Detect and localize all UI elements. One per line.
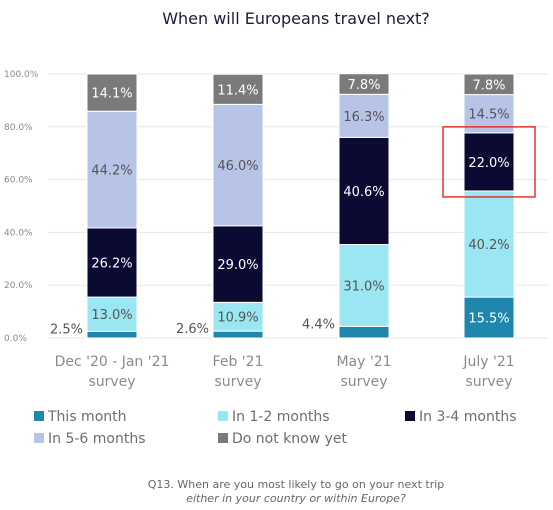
footnote: Q13. When are you most likely to go on y… <box>148 478 445 505</box>
bar-segment <box>212 225 264 303</box>
bars <box>86 73 515 339</box>
legend-swatch <box>218 433 228 443</box>
data-label: 40.2% <box>468 238 509 253</box>
bar-segment <box>86 296 138 332</box>
bar-segment <box>463 296 515 339</box>
data-label: 13.0% <box>91 308 132 323</box>
legend-swatch <box>218 411 228 421</box>
data-label: 14.5% <box>468 108 509 123</box>
footnote-line: either in your country or within Europe? <box>186 492 406 505</box>
bar-segment <box>338 136 390 246</box>
x-axis: Dec '20 - Jan '21 survey Feb '21 survey May … <box>55 354 515 390</box>
data-label: 14.1% <box>91 87 132 102</box>
legend-label: In 5-6 months <box>48 431 146 447</box>
bar-segment <box>338 93 390 138</box>
y-tick-label: 40.0% <box>4 228 33 238</box>
x-tick-label: survey <box>88 374 135 390</box>
data-label: 31.0% <box>343 279 384 294</box>
data-label: 40.6% <box>343 185 384 200</box>
highlight-rectangle <box>442 126 536 198</box>
x-tick-label: survey <box>465 374 512 390</box>
bar-segment <box>212 103 264 227</box>
bar-segment <box>338 244 390 327</box>
data-label: 11.4% <box>217 83 258 98</box>
legend-label: In 3-4 months <box>419 409 517 425</box>
data-label: 22.0% <box>468 156 509 171</box>
legend-swatch <box>34 411 44 421</box>
data-label: 16.3% <box>343 110 384 125</box>
bar-segment <box>463 190 515 298</box>
x-tick-label: July '21 <box>462 354 514 370</box>
data-label: 7.8% <box>472 78 505 93</box>
y-tick-label: 20.0% <box>4 281 33 291</box>
x-tick-label: survey <box>340 374 387 390</box>
x-tick-label: May '21 <box>336 354 391 370</box>
legend: This month In 1-2 months In 3-4 months In 5… <box>34 409 517 447</box>
data-label: 26.2% <box>91 256 132 271</box>
bar-segment <box>86 73 138 112</box>
data-label: 7.8% <box>347 78 380 93</box>
bar-segment <box>338 325 390 339</box>
bar-segment <box>86 330 138 339</box>
legend-swatch <box>405 411 415 421</box>
y-tick-label: 80.0% <box>4 123 33 133</box>
bar-segment <box>212 330 264 339</box>
bar-segment <box>86 227 138 298</box>
legend-label: In 1-2 months <box>232 409 330 425</box>
data-label: 4.4% <box>302 317 335 332</box>
bar-segment <box>86 110 138 229</box>
x-tick-label: Dec '20 - Jan '21 <box>55 354 170 370</box>
x-tick-label: survey <box>214 374 261 390</box>
legend-swatch <box>34 433 44 443</box>
chart-title: When will Europeans travel next? <box>162 9 430 28</box>
data-labels: 2.5% 13.0% 26.2% 44.2% 14.1% 2.6% 10.9% 29.0% 46… <box>50 78 510 337</box>
footnote-line: Q13. When are you most likely to go on y… <box>148 478 445 491</box>
data-label: 2.6% <box>176 322 209 337</box>
y-tick-label: 100.0% <box>4 70 39 80</box>
x-tick-label: Feb '21 <box>213 354 264 370</box>
data-label: 10.9% <box>217 311 258 326</box>
y-tick-label: 60.0% <box>4 176 33 186</box>
bar-segment <box>463 73 515 96</box>
data-label: 46.0% <box>217 159 258 174</box>
y-axis: 0.0% 20.0% 40.0% 60.0% 80.0% 100.0% <box>4 70 39 344</box>
data-label: 44.2% <box>91 164 132 179</box>
legend-label: Do not know yet <box>232 431 348 447</box>
data-label: 2.5% <box>50 322 83 337</box>
data-label: 15.5% <box>468 312 509 327</box>
bar-segment <box>338 73 390 95</box>
legend-label: This month <box>47 409 127 425</box>
bar-segment <box>212 73 264 105</box>
bar-segment <box>212 301 264 332</box>
data-label: 29.0% <box>217 258 258 273</box>
y-tick-label: 0.0% <box>4 334 27 344</box>
bar-segment <box>463 132 515 192</box>
highlight-box <box>442 126 536 198</box>
